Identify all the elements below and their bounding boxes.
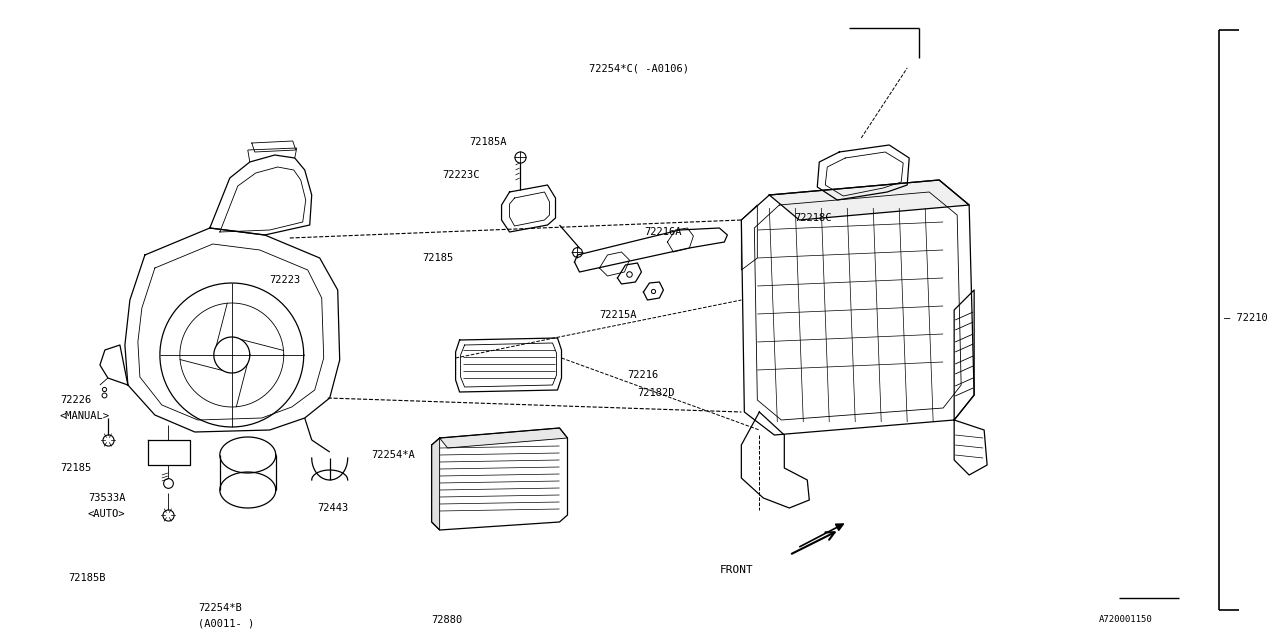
Text: A720001150: A720001150 [1100, 616, 1153, 625]
Text: <MANUAL>: <MANUAL> [60, 411, 110, 421]
Text: 72223C: 72223C [443, 170, 480, 180]
Text: <AUTO>: <AUTO> [88, 509, 125, 519]
Text: 73533A: 73533A [88, 493, 125, 503]
Text: 72185B: 72185B [68, 573, 105, 583]
Polygon shape [431, 438, 439, 530]
Polygon shape [769, 180, 969, 220]
Text: 72185: 72185 [60, 463, 91, 473]
Text: — 72210: — 72210 [1224, 313, 1267, 323]
Text: 72216A: 72216A [644, 227, 682, 237]
Text: 72254*A: 72254*A [371, 450, 416, 460]
Text: 72216: 72216 [627, 370, 659, 380]
Text: (A0011- ): (A0011- ) [198, 619, 253, 629]
Text: 72254*C( -A0106): 72254*C( -A0106) [590, 63, 690, 73]
Text: 72223: 72223 [270, 275, 301, 285]
Text: 72185: 72185 [422, 253, 454, 263]
Text: 72880: 72880 [431, 615, 463, 625]
Text: 72226: 72226 [60, 395, 91, 405]
Text: 72443: 72443 [317, 503, 349, 513]
Polygon shape [439, 428, 567, 448]
Text: 72218C: 72218C [795, 213, 832, 223]
Text: 72182D: 72182D [637, 388, 675, 398]
Text: 72185A: 72185A [470, 137, 507, 147]
Text: 72254*B: 72254*B [198, 603, 242, 613]
Text: 72215A: 72215A [599, 310, 637, 320]
Text: FRONT: FRONT [719, 565, 753, 575]
